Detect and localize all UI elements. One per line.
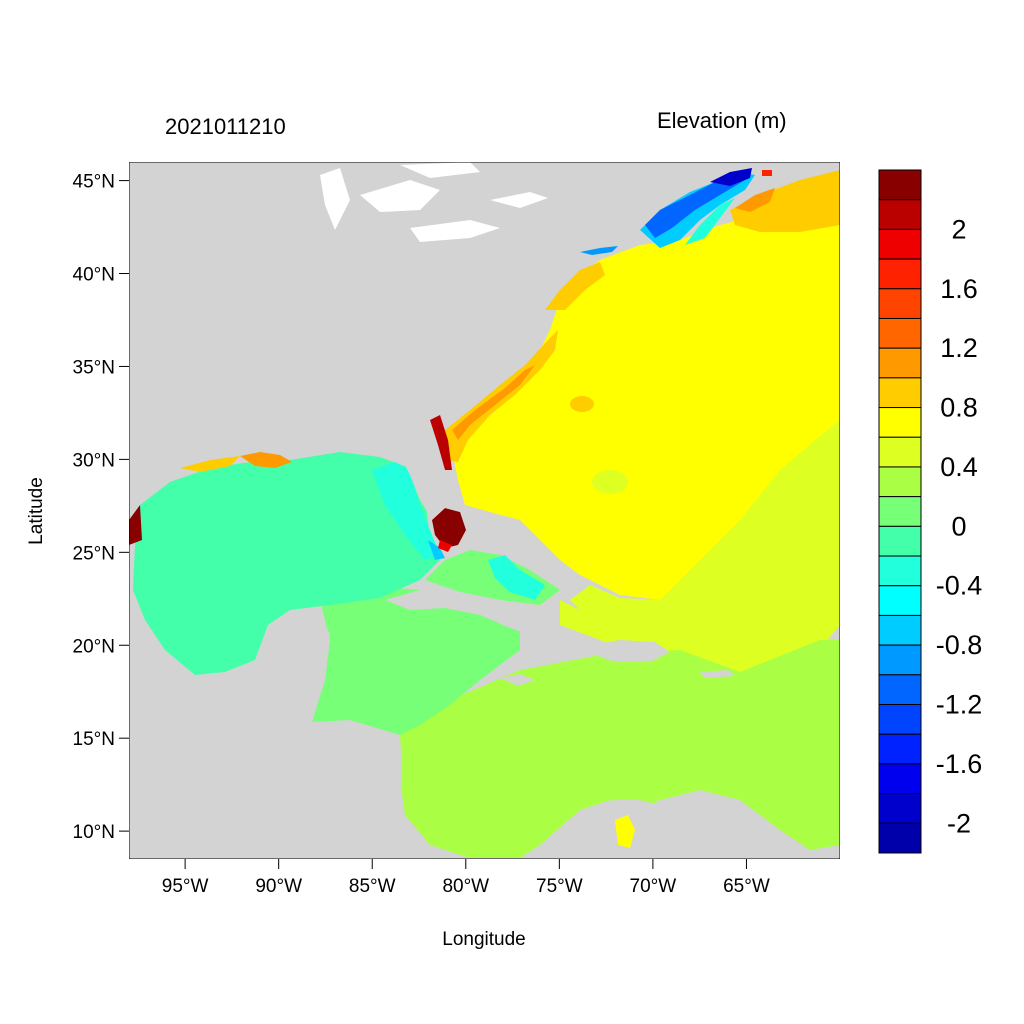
y-axis-label: Latitude xyxy=(26,477,47,545)
lat-tick-label: 10°N xyxy=(73,822,115,843)
carolina-surge xyxy=(452,365,535,440)
lat-tick-label: 15°N xyxy=(73,729,115,750)
florida-peninsula xyxy=(400,450,460,520)
atlantic-ocean-low xyxy=(570,420,840,675)
colorbar-bin xyxy=(878,436,922,468)
colorbar-bin xyxy=(878,407,922,438)
colorbar-label: -2 xyxy=(947,808,971,838)
colorbar-bin xyxy=(878,793,922,824)
colorbar-labels: 2 1.6 1.2 0.8 0.4 0 -0.4 -0.8 -1.2 -1.6 -2 xyxy=(936,214,983,838)
central-america-land xyxy=(129,705,430,858)
jamaica-land xyxy=(500,674,535,686)
lon-tick-label: 70°W xyxy=(630,876,677,897)
colorbar-bin xyxy=(878,704,922,735)
florida-keys-surge xyxy=(438,540,452,552)
colorbar-bin xyxy=(878,258,922,290)
colorbar-bin xyxy=(878,614,922,646)
colorbar-bin xyxy=(878,169,922,201)
caribbean-sea-east xyxy=(400,640,840,858)
colorbar-label: 0 xyxy=(951,511,966,541)
lat-tick-label: 35°N xyxy=(73,357,115,378)
colorbar-label: -1.2 xyxy=(936,690,983,720)
colorbar-bin xyxy=(878,199,922,230)
cuba-land xyxy=(385,590,575,640)
gulf-of-maine-deep xyxy=(645,174,745,238)
colorbar-label: 2 xyxy=(951,214,966,244)
colorbar-bin xyxy=(878,763,922,795)
offshore-low-anomaly xyxy=(592,470,628,494)
hispaniola-land xyxy=(590,640,670,662)
louisiana-coast-surge xyxy=(240,452,292,468)
colorbar-label: -0.8 xyxy=(936,630,983,660)
latitude-axis: 45°N 40°N 35°N 30°N 25°N 20°N 15°N 10°N xyxy=(73,172,129,843)
lon-tick-label: 95°W xyxy=(162,876,209,897)
caribbean-sea-west xyxy=(312,585,520,735)
colorbar-label: 0.8 xyxy=(940,393,978,423)
georges-bank-transition xyxy=(685,198,735,245)
south-america-land xyxy=(540,795,840,858)
lat-tick-label: 25°N xyxy=(73,543,115,564)
lake-maracaibo xyxy=(615,815,635,848)
map-area xyxy=(129,162,840,859)
lat-tick-label: 45°N xyxy=(73,172,115,193)
lat-tick-label: 40°N xyxy=(73,265,115,286)
colorbar-bin xyxy=(878,466,922,498)
colorbar-bin xyxy=(878,644,922,676)
long-island-sound xyxy=(580,246,618,255)
colorbar-bin xyxy=(878,317,922,349)
colorbar-bin xyxy=(878,585,922,616)
longitude-axis: 95°W 90°W 85°W 80°W 75°W 70°W 65°W xyxy=(162,859,770,897)
colorbar-bin xyxy=(878,733,922,765)
colorbar-label: -1.6 xyxy=(936,749,983,779)
colorbar-bin xyxy=(878,555,922,587)
colorbar-label: 0.4 xyxy=(940,452,978,482)
texas-coast-surge xyxy=(180,456,240,472)
colorbar-bin xyxy=(878,377,922,409)
lon-tick-label: 80°W xyxy=(442,876,489,897)
lon-tick-label: 75°W xyxy=(536,876,583,897)
colorbar-bin xyxy=(878,496,922,527)
florida-southwest-surge xyxy=(432,508,466,548)
bay-of-fundy xyxy=(710,168,752,186)
colorbar-bin xyxy=(878,822,922,854)
colorbar-bin xyxy=(878,525,922,557)
scotian-shelf-high xyxy=(735,188,775,212)
yucatan-land xyxy=(255,612,330,722)
west-florida-shelf xyxy=(372,462,440,560)
lon-tick-label: 85°W xyxy=(349,876,396,897)
colorbar-label: 1.2 xyxy=(940,333,978,363)
colorbar xyxy=(878,169,922,854)
date-label: 2021011210 xyxy=(165,114,286,139)
colorbar-label: 1.6 xyxy=(940,274,978,304)
scotian-shelf-surge xyxy=(730,170,840,232)
lon-tick-label: 90°W xyxy=(255,876,302,897)
nova-scotia-high xyxy=(762,170,772,176)
florida-east-coast-surge xyxy=(430,415,452,470)
atlantic-ocean-high xyxy=(452,195,840,600)
lat-tick-label: 30°N xyxy=(73,450,115,471)
colorbar-bin xyxy=(878,347,922,379)
midatlantic-surge xyxy=(545,262,605,310)
colorbar-bin xyxy=(878,674,922,706)
florida-bay-low xyxy=(428,540,445,560)
puerto-rico-land xyxy=(700,670,735,678)
offshore-anomaly xyxy=(570,396,594,412)
great-lakes xyxy=(320,162,548,242)
colorbar-bin xyxy=(878,288,922,319)
lon-tick-label: 65°W xyxy=(723,876,770,897)
lat-tick-label: 20°N xyxy=(73,636,115,657)
gulf-of-mexico xyxy=(133,452,440,675)
colorbar-label: -0.4 xyxy=(936,571,983,601)
bahamas-banks xyxy=(488,555,545,600)
x-axis-label: Longitude xyxy=(442,929,525,950)
texas-edge xyxy=(129,505,142,545)
variable-label: Elevation (m) xyxy=(657,108,787,133)
colorbar-bin xyxy=(878,228,922,260)
